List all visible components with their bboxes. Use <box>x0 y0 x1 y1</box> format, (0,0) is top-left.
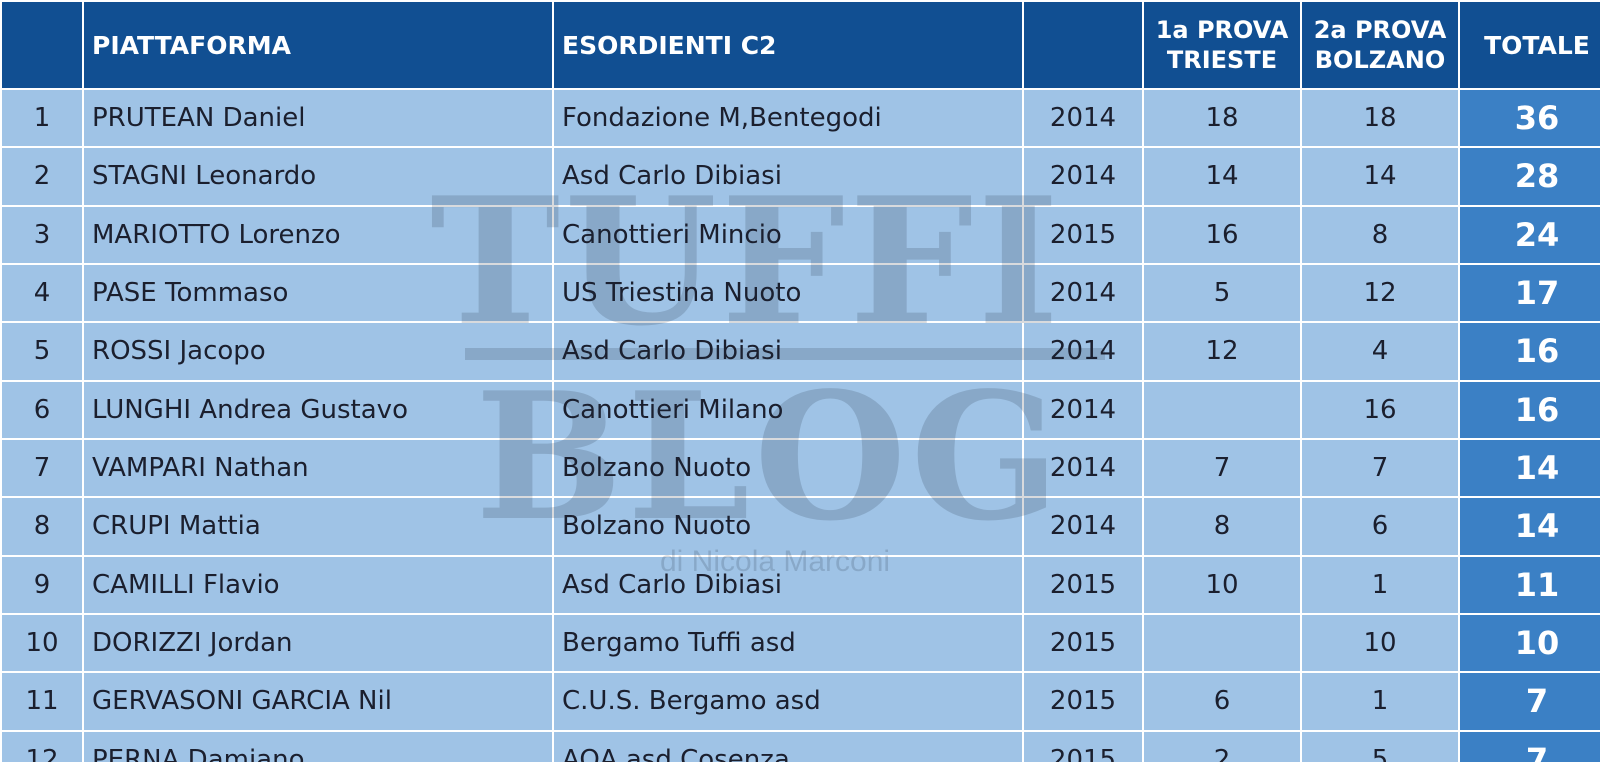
rank-cell: 2 <box>2 148 82 205</box>
header-year <box>1024 2 1142 88</box>
athlete-name-cell: GERVASONI GARCIA Nil <box>84 673 552 730</box>
round2-score-cell: 5 <box>1302 731 1458 762</box>
total-score-cell: 11 <box>1460 556 1600 613</box>
birth-year-cell: 2014 <box>1024 90 1142 147</box>
round1-score-cell: 2 <box>1144 731 1300 762</box>
rank-cell: 1 <box>2 90 82 147</box>
athlete-name-cell: STAGNI Leonardo <box>84 148 552 205</box>
birth-year-cell: 2014 <box>1024 264 1142 322</box>
club-cell: Bolzano Nuoto <box>554 498 1022 555</box>
rank-cell: 5 <box>2 323 82 380</box>
club-cell: Fondazione M,Bentegodi <box>554 90 1022 147</box>
header-round1: 1a PROVA TRIESTE <box>1144 2 1300 88</box>
round2-score-cell: 7 <box>1302 439 1458 497</box>
round1-score-cell <box>1144 614 1300 672</box>
total-score-cell: 7 <box>1460 731 1600 762</box>
round1-score-cell: 14 <box>1144 148 1300 205</box>
athlete-name-cell: PERNA Damiano <box>84 731 552 762</box>
birth-year-cell: 2014 <box>1024 148 1142 205</box>
total-score-cell: 10 <box>1460 614 1600 672</box>
birth-year-cell: 2015 <box>1024 673 1142 730</box>
total-score-cell: 24 <box>1460 206 1600 263</box>
athlete-name-cell: MARIOTTO Lorenzo <box>84 206 552 263</box>
rank-cell: 9 <box>2 556 82 613</box>
club-cell: Canottieri Mincio <box>554 206 1022 263</box>
birth-year-cell: 2014 <box>1024 323 1142 380</box>
header-round2-line2: BOLZANO <box>1314 46 1446 74</box>
header-round2: 2a PROVA BOLZANO <box>1302 2 1458 88</box>
rank-cell: 11 <box>2 673 82 730</box>
total-score-cell: 16 <box>1460 381 1600 438</box>
athlete-name-cell: ROSSI Jacopo <box>84 323 552 380</box>
round2-score-cell: 18 <box>1302 90 1458 147</box>
round1-score-cell: 6 <box>1144 673 1300 730</box>
round1-score-cell: 12 <box>1144 323 1300 380</box>
round2-score-cell: 12 <box>1302 264 1458 322</box>
club-cell: US Triestina Nuoto <box>554 264 1022 322</box>
round1-score-cell: 7 <box>1144 439 1300 497</box>
round2-score-cell: 8 <box>1302 206 1458 263</box>
club-cell: Bolzano Nuoto <box>554 439 1022 497</box>
total-score-cell: 7 <box>1460 673 1600 730</box>
round2-score-cell: 6 <box>1302 498 1458 555</box>
athlete-name-cell: PRUTEAN Daniel <box>84 90 552 147</box>
club-cell: C.U.S. Bergamo asd <box>554 673 1022 730</box>
header-club: ESORDIENTI C2 <box>554 2 1022 88</box>
round1-score-cell: 8 <box>1144 498 1300 555</box>
total-score-cell: 14 <box>1460 498 1600 555</box>
total-score-cell: 36 <box>1460 90 1600 147</box>
header-rank <box>2 2 82 88</box>
rank-cell: 7 <box>2 439 82 497</box>
club-cell: Asd Carlo Dibiasi <box>554 556 1022 613</box>
birth-year-cell: 2015 <box>1024 614 1142 672</box>
club-cell: Bergamo Tuffi asd <box>554 614 1022 672</box>
round2-score-cell: 16 <box>1302 381 1458 438</box>
club-cell: AQA asd Cosenza <box>554 731 1022 762</box>
round2-score-cell: 4 <box>1302 323 1458 380</box>
rank-cell: 3 <box>2 206 82 263</box>
athlete-name-cell: CRUPI Mattia <box>84 498 552 555</box>
header-round2-line1: 2a PROVA <box>1313 16 1447 44</box>
athlete-name-cell: CAMILLI Flavio <box>84 556 552 613</box>
athlete-name-cell: DORIZZI Jordan <box>84 614 552 672</box>
rank-cell: 8 <box>2 498 82 555</box>
athlete-name-cell: LUNGHI Andrea Gustavo <box>84 381 552 438</box>
birth-year-cell: 2014 <box>1024 439 1142 497</box>
birth-year-cell: 2015 <box>1024 556 1142 613</box>
round1-score-cell: 5 <box>1144 264 1300 322</box>
total-score-cell: 16 <box>1460 323 1600 380</box>
round2-score-cell: 14 <box>1302 148 1458 205</box>
rank-cell: 12 <box>2 731 82 762</box>
birth-year-cell: 2014 <box>1024 381 1142 438</box>
total-score-cell: 17 <box>1460 264 1600 322</box>
header-round1-line1: 1a PROVA <box>1155 16 1289 44</box>
birth-year-cell: 2015 <box>1024 731 1142 762</box>
header-round1-line2: TRIESTE <box>1166 46 1278 74</box>
total-score-cell: 14 <box>1460 439 1600 497</box>
club-cell: Asd Carlo Dibiasi <box>554 148 1022 205</box>
round1-score-cell: 18 <box>1144 90 1300 147</box>
athlete-name-cell: PASE Tommaso <box>84 264 552 322</box>
round1-score-cell: 10 <box>1144 556 1300 613</box>
total-score-cell: 28 <box>1460 148 1600 205</box>
birth-year-cell: 2015 <box>1024 206 1142 263</box>
rank-cell: 4 <box>2 264 82 322</box>
athlete-name-cell: VAMPARI Nathan <box>84 439 552 497</box>
club-cell: Canottieri Milano <box>554 381 1022 438</box>
header-athlete: PIATTAFORMA <box>84 2 552 88</box>
round2-score-cell: 10 <box>1302 614 1458 672</box>
round2-score-cell: 1 <box>1302 556 1458 613</box>
round1-score-cell: 16 <box>1144 206 1300 263</box>
round1-score-cell <box>1144 381 1300 438</box>
birth-year-cell: 2014 <box>1024 498 1142 555</box>
club-cell: Asd Carlo Dibiasi <box>554 323 1022 380</box>
rank-cell: 10 <box>2 614 82 672</box>
rank-cell: 6 <box>2 381 82 438</box>
header-total: TOTALE <box>1460 2 1600 88</box>
round2-score-cell: 1 <box>1302 673 1458 730</box>
